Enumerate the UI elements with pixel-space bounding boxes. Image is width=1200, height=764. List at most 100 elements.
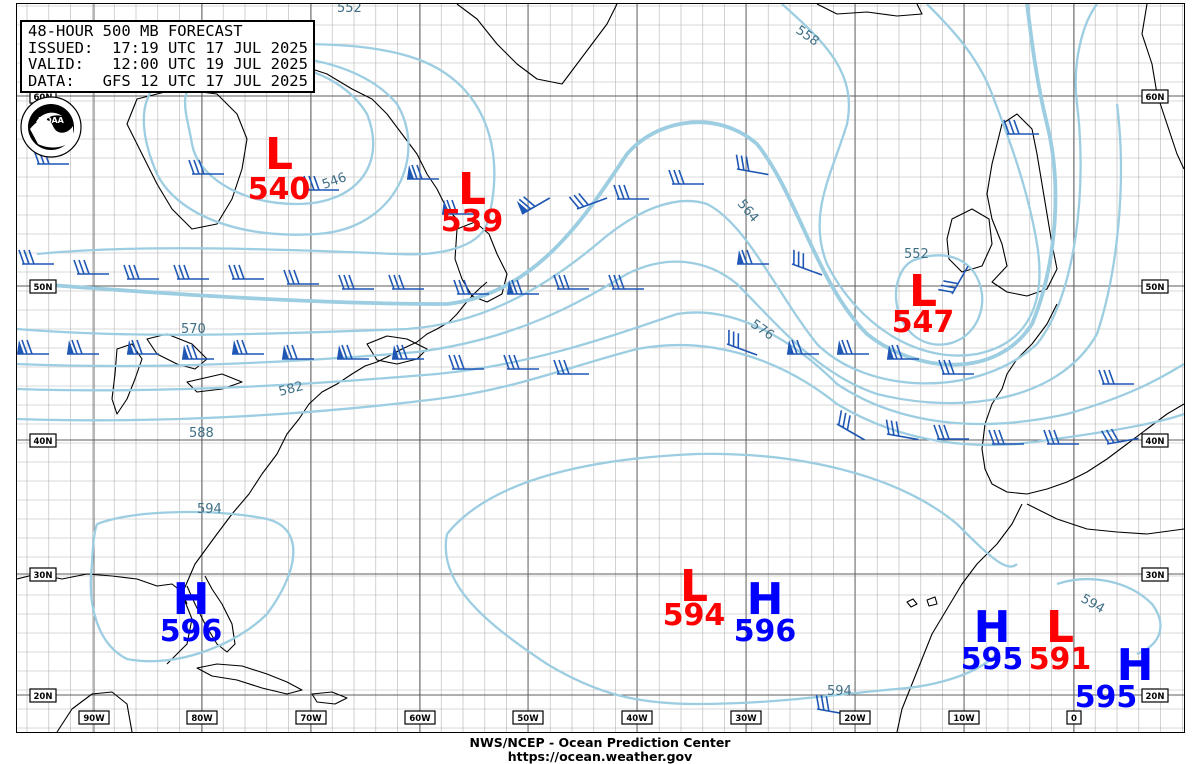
noaa-logo-icon: NOAA <box>20 96 82 158</box>
svg-text:80W: 80W <box>191 714 213 724</box>
high-symbol: H <box>1117 640 1154 691</box>
wind-barb <box>553 274 589 290</box>
svg-text:NOAA: NOAA <box>38 116 64 125</box>
wind-barb <box>726 329 758 356</box>
low-symbol: L <box>1046 602 1074 653</box>
lat-label-40n-right: 40N <box>1141 433 1169 448</box>
data-line: DATA: GFS 12 UTC 17 JUL 2025 <box>28 71 308 90</box>
wind-barb <box>123 264 159 280</box>
lon-label-90w: 90W <box>78 710 110 725</box>
wind-barb <box>337 344 369 360</box>
wind-barb <box>303 175 339 191</box>
contour-label: 570 <box>181 322 206 337</box>
wind-barb <box>442 199 474 215</box>
contour-594-central <box>444 452 1018 706</box>
svg-text:50N: 50N <box>34 283 53 293</box>
contour-label: 594 <box>827 684 852 699</box>
svg-text:30W: 30W <box>735 714 757 724</box>
lon-label-10w: 10W <box>948 710 980 725</box>
contour-594-west <box>89 510 295 663</box>
low-value: 540 <box>248 172 311 207</box>
coast-scandinavia <box>1141 4 1184 170</box>
forecast-map: 552 558 564 570 576 582 588 594 594 594 … <box>16 3 1185 733</box>
svg-text:40W: 40W <box>626 714 648 724</box>
high-value: 596 <box>734 614 797 649</box>
wind-barb <box>182 344 214 360</box>
wind-barb <box>608 274 644 290</box>
low-value: 547 <box>892 305 955 340</box>
wind-barb <box>18 249 54 265</box>
coast-cuba <box>196 663 303 695</box>
low-center-594: L 594 <box>663 561 726 633</box>
contour-564 <box>36 4 1058 367</box>
wind-barb <box>988 429 1024 445</box>
wind-barb <box>568 192 608 210</box>
lon-label-80w: 80W <box>186 710 218 725</box>
valid-label: VALID: <box>28 55 84 73</box>
lat-label-20n-left: 20N <box>29 688 57 703</box>
wind-barb <box>1098 369 1134 385</box>
wind-barb <box>1100 428 1139 445</box>
lat-label-20n-right: 20N <box>1141 688 1169 703</box>
coast-great-lakes <box>111 333 243 415</box>
data-value: GFS 12 UTC 17 JUL 2025 <box>102 71 308 90</box>
low-symbol: L <box>458 164 486 215</box>
wind-barb <box>392 344 424 360</box>
wind-barb <box>388 274 424 290</box>
forecast-info-box: 48-HOUR 500 MB FORECAST ISSUED: 17:19 UTC… <box>20 20 315 93</box>
lat-label-50n-left: 50N <box>29 279 57 294</box>
wind-barb <box>232 339 264 355</box>
svg-text:20W: 20W <box>844 714 866 724</box>
high-value: 596 <box>160 614 223 649</box>
low-center-540: L 540 <box>248 129 311 207</box>
contour-594-east <box>1056 578 1162 656</box>
lat-label-40n-left: 40N <box>29 433 57 448</box>
data-label: DATA: <box>28 71 75 90</box>
contour-570 <box>17 4 1098 385</box>
lon-label-40w: 40W <box>621 710 653 725</box>
contour-label: 552 <box>904 247 929 262</box>
lat-label-60n-right: 60N <box>1141 89 1169 104</box>
contour-label: 552 <box>337 4 362 16</box>
footer-url[interactable]: https://ocean.weather.gov <box>507 749 693 764</box>
svg-text:30N: 30N <box>34 571 53 581</box>
coast-canary-islands <box>906 596 938 608</box>
wind-barb <box>938 359 974 375</box>
lon-label-60w: 60W <box>404 710 436 725</box>
coast-africa-west <box>896 503 1023 732</box>
coast-great-britain <box>986 113 1058 297</box>
wind-barb <box>173 264 209 280</box>
coast-yucatan <box>56 691 133 732</box>
coast-nova-scotia <box>366 335 428 365</box>
wind-barb <box>613 184 649 200</box>
wind-barb <box>735 154 769 176</box>
map-canvas: 552 558 564 570 576 582 588 594 594 594 … <box>17 4 1184 732</box>
high-value: 595 <box>961 642 1024 677</box>
wind-barb <box>188 159 224 175</box>
svg-text:70W: 70W <box>300 714 322 724</box>
low-symbol: L <box>909 266 937 317</box>
low-symbol: L <box>680 561 708 612</box>
lon-label-30w: 30W <box>730 710 762 725</box>
low-center-591: L 591 <box>1029 602 1092 677</box>
high-symbol: H <box>747 574 784 625</box>
svg-text:40N: 40N <box>1146 437 1165 447</box>
contour-label: 582 <box>277 379 305 400</box>
wind-barb <box>885 419 919 441</box>
wind-barb <box>787 339 819 355</box>
svg-text:30N: 30N <box>1146 571 1165 581</box>
wind-barbs <box>17 119 1139 716</box>
wind-barb <box>507 279 539 295</box>
lon-label-50w: 50W <box>512 710 544 725</box>
wind-barb <box>448 354 484 370</box>
contour-label: 594 <box>197 502 222 517</box>
wind-barb <box>791 249 823 276</box>
lon-label-20w: 20W <box>839 710 871 725</box>
svg-text:50N: 50N <box>1146 283 1165 293</box>
coast-europe-west <box>981 303 1184 495</box>
svg-text:60W: 60W <box>409 714 431 724</box>
issued-line: ISSUED: 17:19 UTC 17 JUL 2025 <box>28 39 308 57</box>
svg-text:20N: 20N <box>34 692 53 702</box>
contour-582 <box>17 311 1184 426</box>
valid-value: 12:00 UTC 19 JUL 2025 <box>112 55 308 73</box>
